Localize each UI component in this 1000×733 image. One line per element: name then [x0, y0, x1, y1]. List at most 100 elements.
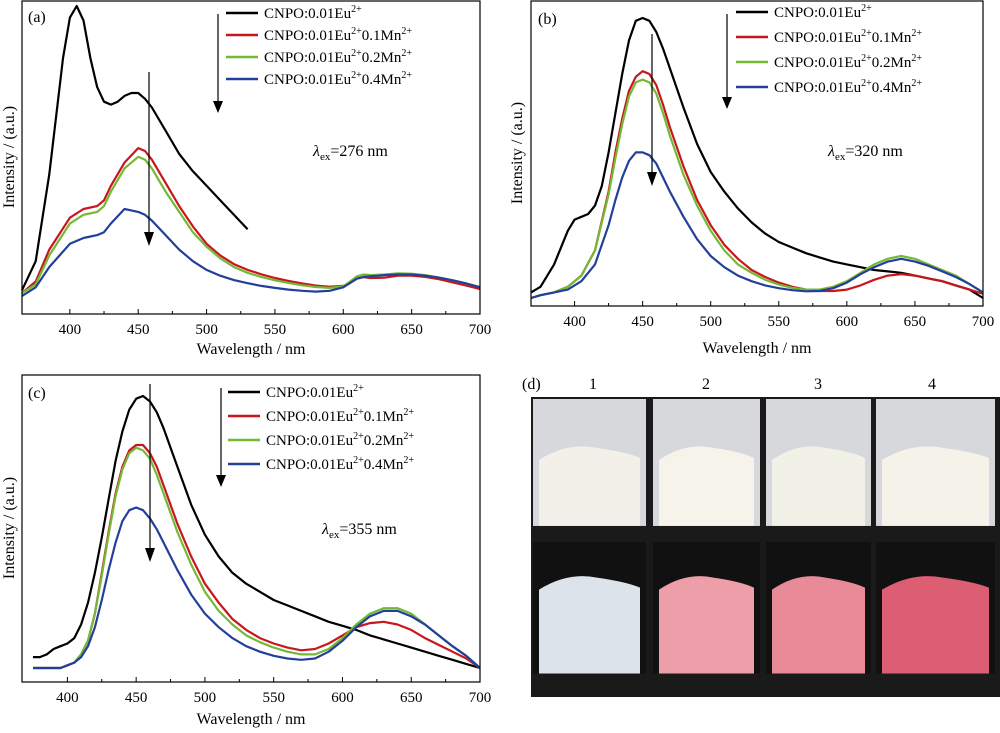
series-line-b-4	[530, 151, 984, 300]
sample-photo-uv-1	[533, 542, 646, 695]
excitation-text-c: λex=355 nm	[321, 521, 397, 541]
excitation-label-c: λex=355 nm	[321, 521, 397, 541]
photo-base	[653, 673, 760, 695]
photo-grid	[531, 397, 1000, 697]
excitation-text-b: λex=320 nm	[827, 143, 903, 163]
legend-entry-b-4: CNPO:0.01Eu2+0.4Mn2+	[774, 78, 922, 96]
powder-sample	[772, 576, 865, 674]
series-line-c-2	[33, 443, 481, 670]
photo-label-3: 3	[814, 376, 822, 393]
chart-panel-c: (c) Wavelength / nm Intensity / (a.u.) 4…	[1, 374, 491, 728]
photo-base	[766, 525, 871, 537]
excitation-label-b: λex=320 nm	[827, 143, 903, 163]
series-line-a-3	[21, 155, 481, 295]
legend-entry-a-3: CNPO:0.01Eu2+0.2Mn2+	[264, 48, 412, 66]
legend-entry-c-1: CNPO:0.01Eu2+	[266, 383, 364, 401]
powder-sample	[539, 576, 640, 674]
legend-entry-c-3: CNPO:0.01Eu2+0.2Mn2+	[266, 431, 414, 449]
photo-panel-d: (d) 1 2 3 4	[522, 376, 1000, 697]
plot-area-a	[21, 4, 481, 297]
legend-a: CNPO:0.01Eu2+ CNPO:0.01Eu2+0.1Mn2+ CNPO:0.…	[213, 4, 412, 113]
x-tick-label-a-5: 600	[332, 322, 355, 338]
x-tick-label-b-2: 450	[631, 314, 654, 330]
photo-label-4: 4	[928, 376, 936, 393]
trend-arrow-c	[145, 384, 155, 562]
panel-label-d: (d)	[522, 376, 541, 393]
panel-label-a: (a)	[28, 9, 46, 26]
excitation-label-a: λex=276 nm	[312, 143, 388, 163]
chart-panel-a: (a) Wavelength / nm Intensity / (a.u.) 4…	[1, 0, 492, 358]
powder-sample	[772, 446, 865, 526]
x-tick-label-a-3: 500	[195, 322, 218, 338]
series-line-c-1	[33, 394, 481, 670]
y-axis-title-c: Intensity / (a.u.)	[1, 477, 18, 579]
photo-label-2: 2	[702, 376, 710, 393]
x-tick-label-b-3: 500	[699, 314, 722, 330]
series-line-c-3	[33, 446, 481, 670]
y-axis-title-a: Intensity / (a.u.)	[1, 106, 18, 208]
sample-photo-daylight-2	[653, 399, 760, 537]
x-tick-label-a-1: 400	[59, 322, 82, 338]
plot-frame-b	[530, 0, 984, 307]
trend-arrow-b	[647, 34, 657, 186]
x-tick-label-a-6: 650	[400, 322, 423, 338]
sample-photo-uv-4	[876, 542, 995, 695]
x-tick-label-b-4: 550	[768, 314, 791, 330]
photo-base	[876, 673, 995, 695]
sample-photo-daylight-1	[533, 399, 646, 537]
sample-photo-uv-2	[653, 542, 760, 695]
x-tick-label-a-7: 700	[469, 322, 492, 338]
sample-photo-daylight-4	[876, 399, 995, 537]
series-line-a-1	[21, 4, 249, 291]
legend-entry-b-3: CNPO:0.01Eu2+0.2Mn2+	[774, 53, 922, 71]
powder-sample	[659, 446, 754, 526]
legend-entry-c-4: CNPO:0.01Eu2+0.4Mn2+	[266, 455, 414, 473]
photo-base	[876, 525, 995, 537]
legend-entry-b-1: CNPO:0.01Eu2+	[774, 3, 872, 21]
y-axis-title-b: Intensity / (a.u.)	[509, 102, 526, 204]
photo-labels: 1 2 3 4	[589, 376, 936, 393]
powder-sample	[882, 446, 989, 526]
x-axis-title-a: Wavelength / nm	[197, 341, 306, 358]
x-axis-ticks-c: 400 450 500 550 600 650 700	[56, 677, 491, 706]
x-tick-label-a-4: 550	[264, 322, 287, 338]
series-line-b-1	[530, 16, 984, 299]
legend-entry-a-1: CNPO:0.01Eu2+	[264, 4, 362, 22]
x-tick-label-c-4: 550	[262, 690, 285, 706]
x-tick-label-a-2: 450	[127, 322, 150, 338]
legend-entry-a-4: CNPO:0.01Eu2+0.4Mn2+	[264, 70, 412, 88]
x-tick-label-b-1: 400	[563, 314, 586, 330]
x-tick-label-c-2: 450	[125, 690, 148, 706]
legend-b: CNPO:0.01Eu2+ CNPO:0.01Eu2+0.1Mn2+ CNPO:0.…	[722, 3, 922, 109]
series-line-b-3	[530, 78, 984, 300]
excitation-text-a: λex=276 nm	[312, 143, 388, 163]
photo-base	[533, 673, 646, 695]
series-line-c-4	[33, 506, 481, 670]
series-line-b-2	[530, 70, 984, 300]
photo-label-1: 1	[589, 376, 597, 393]
plot-area-b	[530, 16, 984, 300]
trend-arrow-a	[144, 72, 154, 246]
x-tick-label-c-5: 600	[331, 690, 354, 706]
chart-panel-b: (b) Wavelength / nm Intensity / (a.u.) 4…	[509, 0, 994, 357]
x-axis-ticks-b: 400 450 500 550 600 650 700	[563, 301, 994, 330]
legend-arrow-head-a	[213, 101, 223, 113]
series-line-a-4	[21, 207, 481, 297]
x-axis-title-b: Wavelength / nm	[703, 340, 812, 357]
legend-arrow-head-c	[216, 475, 226, 487]
x-tick-label-c-1: 400	[56, 690, 79, 706]
legend-entry-a-2: CNPO:0.01Eu2+0.1Mn2+	[264, 26, 412, 44]
x-tick-label-c-7: 700	[469, 690, 492, 706]
sample-photo-uv-3	[766, 542, 871, 695]
legend-entry-c-2: CNPO:0.01Eu2+0.1Mn2+	[266, 407, 414, 425]
x-tick-label-b-6: 650	[904, 314, 927, 330]
powder-sample	[659, 576, 754, 674]
photo-base	[653, 525, 760, 537]
x-tick-label-c-3: 500	[194, 690, 217, 706]
x-axis-title-c: Wavelength / nm	[197, 711, 306, 728]
plot-area-c	[33, 394, 481, 670]
panel-label-c: (c)	[28, 385, 46, 402]
legend-entry-b-2: CNPO:0.01Eu2+0.1Mn2+	[774, 28, 922, 46]
x-axis-ticks-a: 400 450 500 550 600 650 700	[59, 309, 492, 338]
